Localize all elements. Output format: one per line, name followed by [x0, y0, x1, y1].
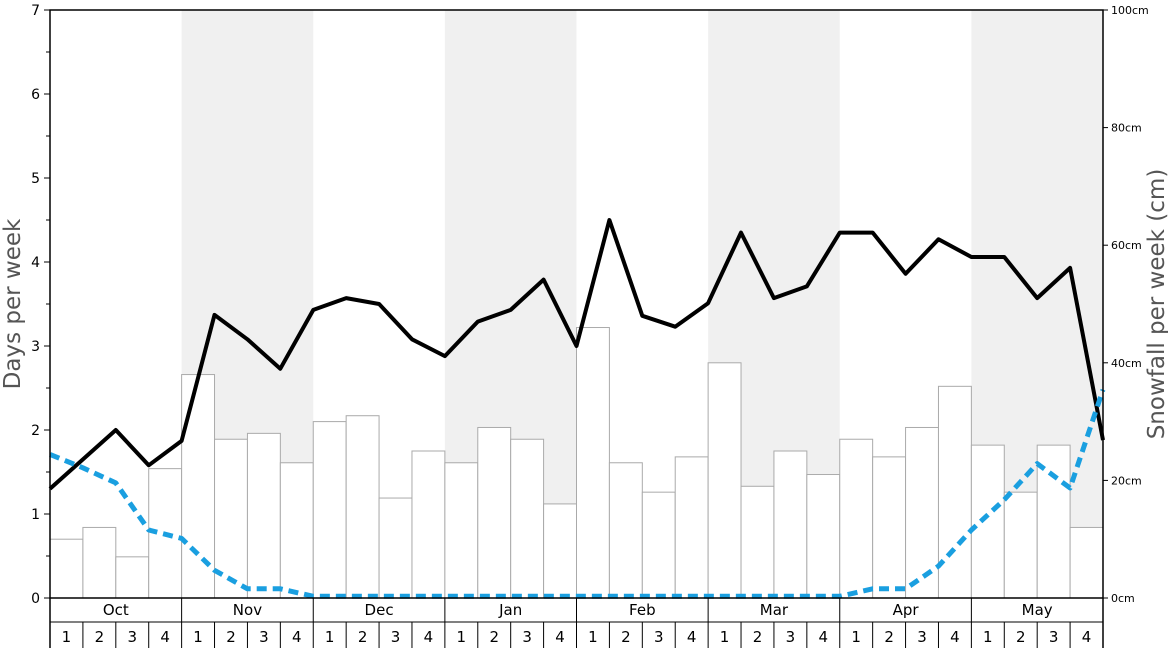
snowfall-bar	[477, 426, 512, 599]
week-label: 1	[983, 628, 993, 646]
snowfall-bar	[543, 503, 577, 599]
left-tick-label: 7	[31, 3, 40, 19]
right-tick-label: 40cm	[1111, 357, 1142, 370]
snowfall-bar	[576, 327, 610, 599]
week-label: 4	[160, 628, 170, 646]
week-label: 3	[786, 628, 796, 646]
month-label-apr: Apr	[893, 601, 920, 619]
left-tick-label: 0	[31, 591, 40, 607]
week-label: 4	[687, 628, 697, 646]
snowfall-bar	[773, 450, 808, 599]
snowfall-bar	[905, 426, 939, 599]
week-label: 2	[95, 628, 105, 646]
snowfall-bar	[115, 556, 150, 599]
week-label: 3	[1049, 628, 1059, 646]
week-label: 1	[325, 628, 335, 646]
month-label-may: May	[1022, 601, 1053, 619]
left-tick-label: 2	[31, 423, 40, 439]
right-tick-label: 0cm	[1111, 592, 1135, 605]
right-tick-label: 100cm	[1111, 4, 1149, 17]
left-tick-label: 1	[31, 507, 40, 523]
snowfall-bar	[970, 444, 1005, 599]
week-label: 1	[588, 628, 598, 646]
left-tick-label: 3	[31, 339, 40, 355]
snowfall-bar	[707, 362, 742, 599]
snowfall-bar	[246, 432, 281, 599]
snowfall-bar	[608, 462, 643, 599]
month-label-dec: Dec	[365, 601, 394, 619]
week-label: 4	[1082, 628, 1092, 646]
snowfall-bar	[839, 438, 874, 599]
snowfall-bars	[49, 327, 1104, 599]
snowfall-bar	[444, 462, 479, 599]
month-label-nov: Nov	[233, 601, 262, 619]
left-tick-label: 6	[31, 87, 40, 103]
week-label: 4	[950, 628, 960, 646]
left-tick-label: 4	[31, 255, 40, 271]
week-label: 2	[358, 628, 368, 646]
snowfall-bar	[937, 385, 972, 599]
snowfall-bar	[378, 497, 413, 599]
snowfall-bar	[740, 485, 775, 599]
week-label: 2	[226, 628, 236, 646]
week-label: 2	[884, 628, 894, 646]
week-label: 4	[555, 628, 565, 646]
month-label-jan: Jan	[498, 601, 522, 619]
snowfall-bar	[1003, 491, 1038, 599]
day-lines	[48, 218, 1106, 599]
left-axis-title: Days per week	[0, 218, 26, 389]
right-tick-label: 60cm	[1111, 239, 1142, 252]
snowfall-bar	[641, 491, 676, 599]
week-label: 1	[851, 628, 861, 646]
week-label: 4	[424, 628, 434, 646]
snowfall-bar	[411, 450, 446, 599]
snowfall-bar	[1069, 526, 1104, 599]
week-label: 2	[489, 628, 499, 646]
week-label: 2	[1016, 628, 1026, 646]
week-label: 3	[259, 628, 269, 646]
snowfall-bar	[82, 526, 117, 599]
week-label: 1	[193, 628, 203, 646]
right-axis-title: Snowfall per week (cm)	[1144, 169, 1168, 440]
week-label: 1	[457, 628, 467, 646]
snowfall-bar	[510, 438, 545, 599]
week-label: 1	[720, 628, 730, 646]
snowfall-bar	[806, 474, 841, 599]
week-label: 4	[819, 628, 829, 646]
month-label-mar: Mar	[760, 601, 789, 619]
black-line	[48, 218, 1105, 491]
blue-dashed-line	[49, 388, 1106, 599]
week-label: 2	[621, 628, 631, 646]
axes: 0 1 2 3 4 5 6 7 0cm 20cm 40cm 60cm 80cm 100cm Oct 1 2 3 4 N…	[31, 3, 1149, 648]
week-label: 3	[522, 628, 532, 646]
week-label: 1	[62, 628, 72, 646]
month-label-feb: Feb	[629, 601, 656, 619]
snowfall-bar	[872, 456, 907, 599]
month-label-oct: Oct	[103, 601, 129, 619]
week-label: 3	[654, 628, 664, 646]
snowfall-bar	[674, 456, 709, 599]
left-tick-label: 5	[31, 171, 40, 187]
week-label: 3	[917, 628, 927, 646]
right-tick-label: 20cm	[1111, 474, 1142, 487]
week-label: 3	[391, 628, 401, 646]
snowfall-bar	[312, 421, 347, 599]
snowfall-bar	[279, 462, 314, 599]
week-label: 4	[292, 628, 302, 646]
right-tick-label: 80cm	[1111, 122, 1142, 135]
snowfall-bar	[345, 415, 380, 599]
week-label: 3	[127, 628, 137, 646]
snowfall-bar	[49, 538, 84, 599]
week-label: 2	[753, 628, 763, 646]
